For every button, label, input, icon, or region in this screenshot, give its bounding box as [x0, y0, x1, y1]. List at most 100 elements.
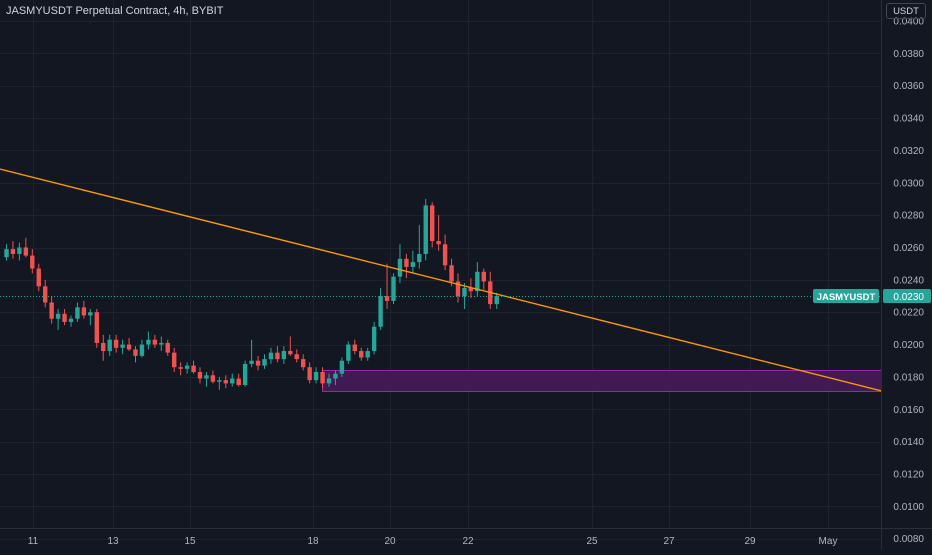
candle-down	[178, 367, 183, 369]
y-tick-label: 0.0240	[893, 275, 924, 286]
candle-up	[281, 351, 287, 360]
x-tick-label: 15	[184, 536, 196, 547]
y-tick-label: 0.0100	[893, 502, 924, 513]
candle-down	[165, 342, 170, 353]
x-tick-label: 18	[307, 536, 319, 547]
candle-up	[268, 352, 274, 360]
y-tick-label: 0.0280	[893, 211, 924, 222]
candle-up	[88, 312, 93, 316]
candle-up	[423, 205, 428, 254]
trendline	[0, 168, 891, 394]
candle-down	[172, 352, 177, 368]
candle-down	[455, 281, 461, 297]
candle-up	[333, 373, 338, 379]
candle-down	[449, 265, 454, 282]
x-tick-label: 20	[384, 536, 396, 547]
candle-up	[217, 380, 222, 382]
candle-up	[371, 326, 377, 352]
y-tick-label: 0.0180	[893, 372, 924, 383]
candle-up	[204, 375, 209, 379]
candle-up	[462, 287, 467, 297]
candle-down	[436, 241, 441, 245]
candle-down	[49, 302, 54, 319]
candle-up	[120, 344, 125, 348]
candle-up	[391, 276, 396, 301]
x-tick-label: 22	[462, 536, 474, 547]
chart-title: JASMYUSDT Perpetual Contract, 4h, BYBIT	[6, 5, 224, 17]
candle-down	[210, 375, 216, 382]
candle-down	[94, 312, 99, 343]
candle-down	[430, 205, 435, 242]
candle-down	[468, 287, 474, 292]
currency-button[interactable]: USDT	[886, 3, 926, 19]
support-zone	[322, 369, 907, 392]
x-tick-label: 27	[663, 536, 675, 547]
candle-up	[346, 344, 351, 361]
y-tick-label: 0.0160	[893, 405, 924, 416]
candle-up	[17, 247, 22, 254]
candle-down	[36, 268, 41, 287]
candle-down	[301, 359, 306, 368]
x-tick-label: 11	[28, 536, 39, 547]
candle-up	[397, 258, 403, 277]
candle-down	[275, 352, 280, 360]
candle-down	[255, 360, 261, 366]
candle-down	[191, 365, 196, 373]
x-tick-label: 13	[107, 536, 119, 547]
candle-down	[152, 339, 158, 345]
candle-down	[307, 367, 312, 381]
candle-up	[139, 344, 145, 356]
candle-down	[384, 296, 390, 301]
candle-down	[126, 344, 132, 350]
candle-up	[249, 360, 254, 364]
candle-down	[442, 244, 448, 266]
candle-down	[101, 342, 106, 352]
candle-down	[320, 372, 325, 384]
candle-down	[294, 354, 299, 360]
candle-up	[410, 262, 416, 267]
y-tick-label: 0.0120	[893, 469, 924, 480]
candle-down	[30, 255, 35, 269]
candle-down	[133, 349, 138, 356]
candle-down	[223, 380, 228, 384]
y-tick-label: 0.0200	[893, 340, 924, 351]
candle-up	[75, 307, 80, 319]
y-tick-label: 0.0400	[893, 17, 924, 28]
candle-down	[481, 271, 486, 282]
price-axis	[881, 0, 932, 550]
candle-up	[242, 363, 248, 385]
candle-up	[326, 378, 332, 384]
current-price-tag	[883, 289, 931, 303]
candle-up	[365, 351, 370, 358]
candle-up	[107, 339, 112, 352]
candle-up	[313, 372, 319, 381]
candle-up	[184, 365, 190, 369]
candle-down	[236, 378, 241, 385]
x-tick-label: 25	[586, 536, 598, 547]
y-tick-label: 0.0140	[893, 437, 924, 448]
y-tick-label: 0.0380	[893, 49, 924, 60]
candle-down	[23, 247, 29, 256]
candle-down	[404, 258, 409, 267]
candle-up	[68, 318, 74, 322]
candle-up	[55, 313, 61, 319]
candle-up	[4, 249, 9, 258]
candles	[4, 198, 499, 390]
current-price-tag-label: 0.0230	[893, 292, 924, 303]
candle-down	[113, 339, 119, 348]
candle-down	[352, 344, 357, 352]
symbol-price-tag-label: JASMYUSDT	[817, 292, 876, 303]
candle-up	[475, 271, 480, 292]
candle-up	[378, 296, 383, 327]
candle-up	[339, 360, 345, 374]
candle-up	[159, 342, 164, 345]
candle-up	[417, 253, 422, 263]
candle-down	[62, 313, 67, 322]
candle-down	[359, 351, 364, 358]
y-tick-label: 0.0320	[893, 146, 924, 157]
candle-up	[146, 339, 151, 345]
y-tick-label: 0.0080	[893, 534, 924, 545]
